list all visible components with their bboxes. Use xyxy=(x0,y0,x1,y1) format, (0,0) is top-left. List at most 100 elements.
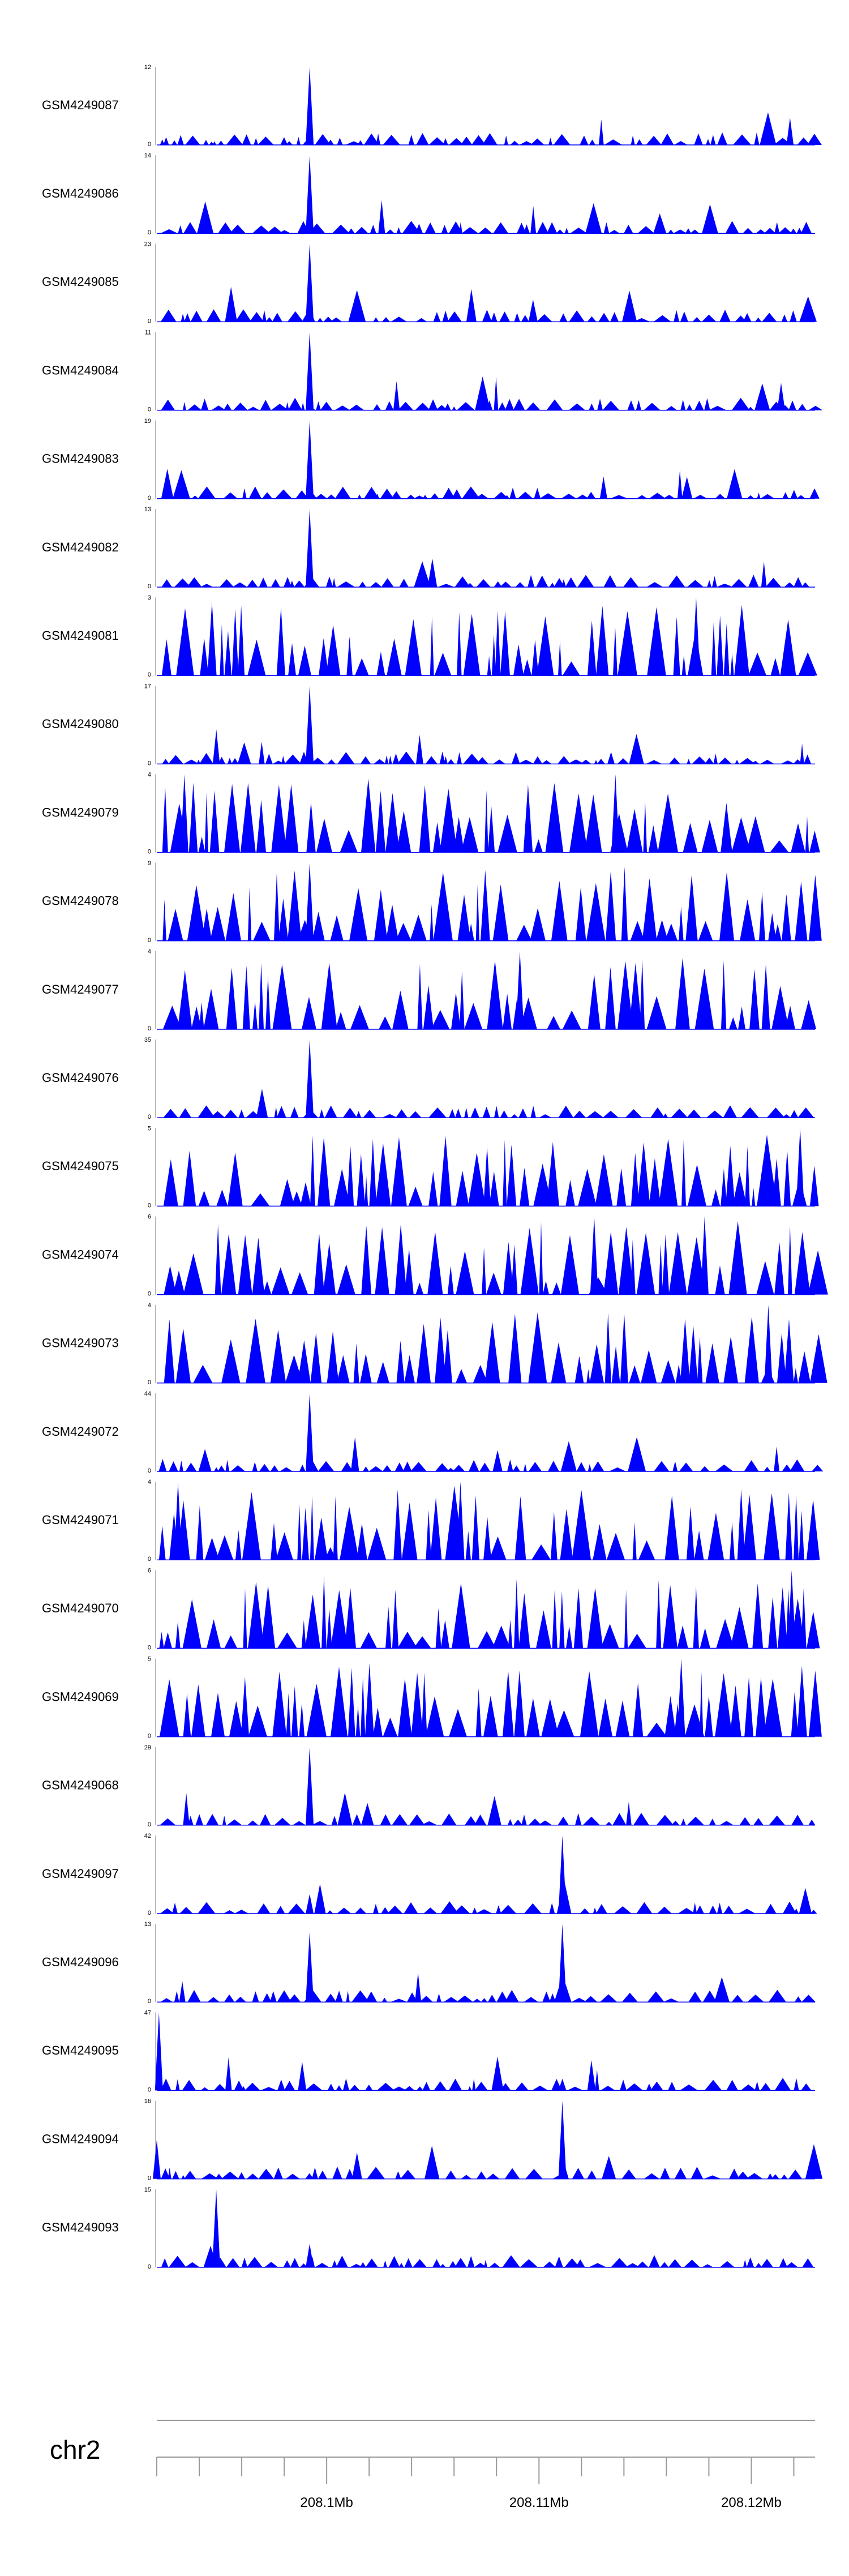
track-label: GSM4249086 xyxy=(42,186,119,200)
coverage-spike xyxy=(159,1632,164,1649)
coverage-spike xyxy=(198,836,205,853)
coverage-spike xyxy=(161,469,174,499)
coverage-spike xyxy=(681,1139,686,1206)
coverage-spike xyxy=(354,1907,367,1914)
coverage-spike xyxy=(424,222,436,234)
coverage-spike xyxy=(783,1901,796,1914)
coverage-spike xyxy=(626,1802,632,1825)
coverage-peak xyxy=(700,1216,709,1295)
coverage-spike xyxy=(602,1111,619,1118)
coverage-spike xyxy=(185,1462,197,1471)
coverage-spike xyxy=(160,310,177,322)
coverage-spike xyxy=(334,1169,350,1206)
coverage-spike xyxy=(671,1109,688,1118)
coverage-spike xyxy=(781,314,788,322)
coverage-spike xyxy=(316,818,332,853)
coverage-spike xyxy=(737,1489,745,1560)
coverage-spike xyxy=(447,759,455,764)
coverage-spike xyxy=(688,1991,702,2002)
coverage-spike xyxy=(486,400,493,410)
coverage-spike xyxy=(784,1319,794,1383)
coverage-spike xyxy=(355,658,369,676)
coverage-spike xyxy=(740,2084,756,2091)
coverage-spike xyxy=(587,2170,597,2179)
coverage-spike xyxy=(274,1107,278,1118)
coverage-spike xyxy=(237,742,251,764)
coverage-spike xyxy=(475,1688,482,1737)
coverage-spike xyxy=(351,1990,370,2002)
coverage-spike xyxy=(233,403,248,410)
coverage-spike xyxy=(585,203,602,234)
coverage-spike xyxy=(500,2083,511,2091)
coverage-spike xyxy=(628,1633,646,1649)
y-min-label: 0 xyxy=(148,406,151,413)
coverage-spike xyxy=(291,1272,308,1295)
coverage-spike xyxy=(400,2170,416,2179)
coverage-spike xyxy=(160,229,178,234)
coverage-spike xyxy=(524,1997,539,2002)
coverage-spike xyxy=(456,1995,473,2002)
coverage-spike xyxy=(799,296,817,322)
coverage-spike xyxy=(749,969,760,1029)
coverage-spike xyxy=(668,2259,682,2267)
coverage-spike xyxy=(531,640,539,676)
coverage-spike xyxy=(530,908,546,941)
coverage-spike xyxy=(195,1814,203,1825)
coverage-spike xyxy=(646,1722,667,1737)
coverage-spike xyxy=(297,1503,302,1560)
coverage-spike xyxy=(227,1819,242,1825)
coverage-spike xyxy=(442,487,455,499)
coverage-spike xyxy=(395,2171,401,2179)
coverage-spike xyxy=(423,985,434,1029)
coverage-spike xyxy=(449,221,463,234)
coverage-spike xyxy=(359,2262,366,2267)
coverage-spike xyxy=(700,1672,704,1737)
coverage-spike xyxy=(262,310,267,322)
coverage-spike xyxy=(430,904,434,941)
coverage-spike xyxy=(643,800,647,853)
coverage-spike xyxy=(657,1906,672,1914)
coverage-spike xyxy=(786,117,794,145)
coverage-peak xyxy=(306,155,314,234)
coverage-spike xyxy=(731,817,751,853)
coverage-spike xyxy=(717,132,728,145)
coverage-spike xyxy=(587,621,597,676)
coverage-spike xyxy=(265,754,273,764)
coverage-spike xyxy=(183,1253,204,1295)
coverage-spike xyxy=(487,1995,496,2002)
coverage-spike xyxy=(302,996,316,1029)
coverage-spike xyxy=(387,1905,403,1914)
coverage-spike xyxy=(381,317,390,322)
coverage-spike xyxy=(530,138,544,145)
coverage-spike xyxy=(704,2079,722,2091)
coverage-spike xyxy=(666,406,678,410)
coverage-spike xyxy=(225,893,241,941)
coverage-spike xyxy=(688,1325,698,1383)
coverage-spike xyxy=(719,1821,734,1825)
coverage-spike xyxy=(211,1693,225,1737)
coverage-spike xyxy=(487,960,503,1029)
coverage-spike xyxy=(661,133,674,145)
coverage-spike xyxy=(199,753,213,764)
coverage-spike xyxy=(560,1235,580,1295)
coverage-spike xyxy=(731,1995,744,2002)
coverage-spike xyxy=(392,990,409,1029)
coverage-spike xyxy=(728,1221,747,1295)
coverage-spike xyxy=(575,1813,582,1825)
coverage-spike xyxy=(200,638,209,676)
coverage-spike xyxy=(457,612,462,676)
coverage-spike xyxy=(793,759,803,764)
coverage-spike xyxy=(558,641,562,676)
y-min-label: 0 xyxy=(148,1114,151,1120)
coverage-spike xyxy=(622,290,637,322)
coverage-spike xyxy=(428,137,445,145)
coverage-spike xyxy=(335,486,351,499)
coverage-spike xyxy=(602,400,620,410)
coordinate-tick-label: 208.11Mb xyxy=(509,2495,569,2510)
coverage-spike xyxy=(748,575,759,587)
coverage-spike xyxy=(187,577,202,587)
coverage-spike xyxy=(372,1903,379,1914)
coverage-spike xyxy=(569,310,585,322)
y-min-label: 0 xyxy=(148,1467,151,1474)
